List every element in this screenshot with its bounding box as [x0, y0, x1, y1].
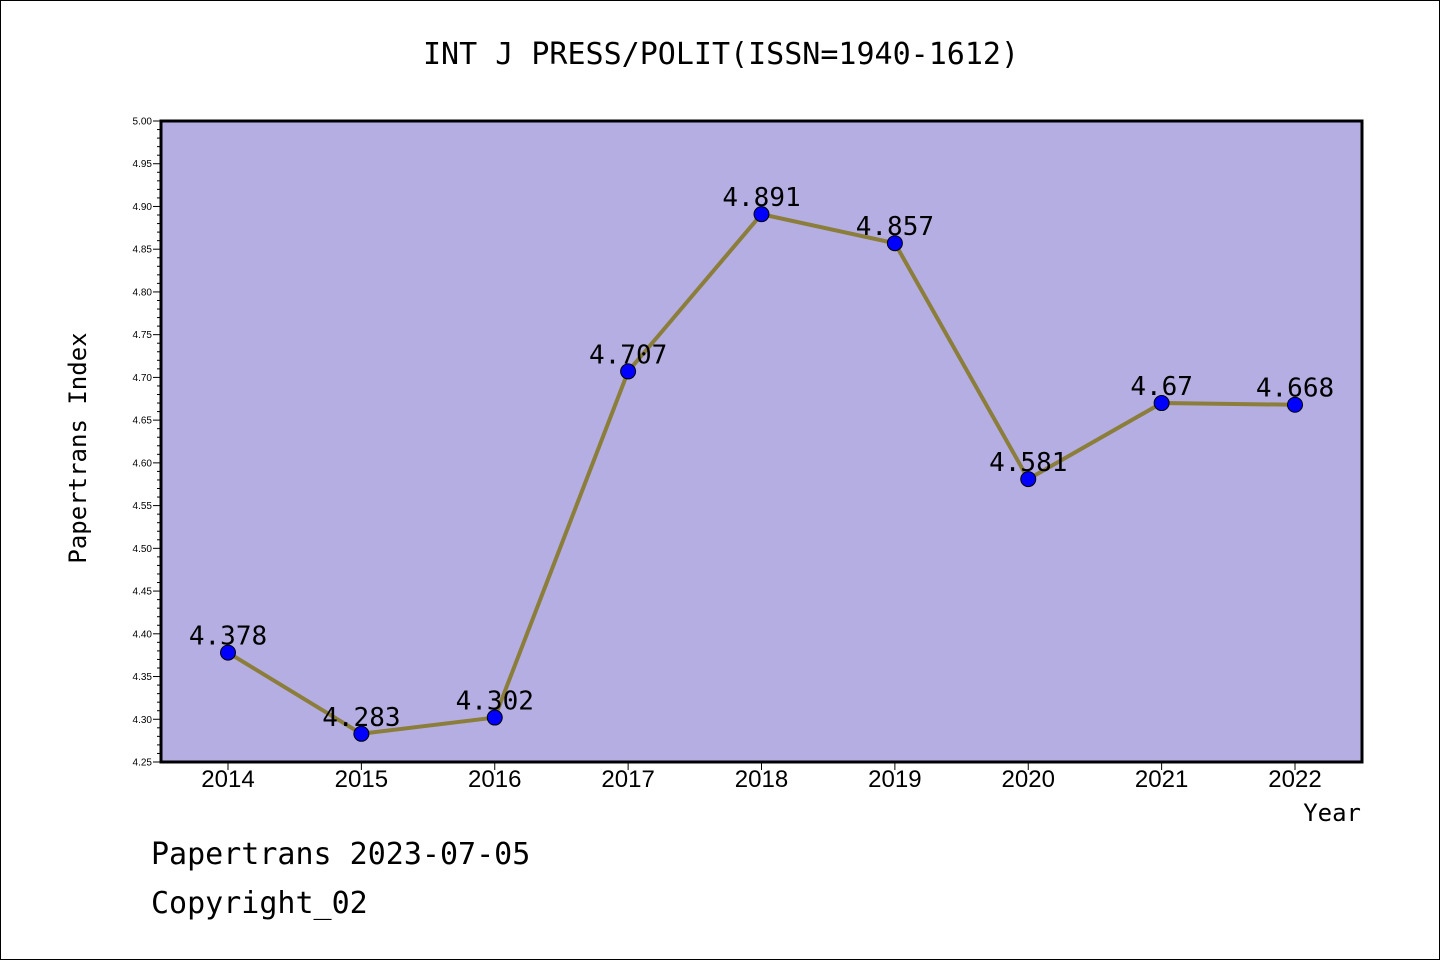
y-tick-label: 4.30 [133, 715, 153, 726]
x-tick-label: 2014 [201, 766, 254, 793]
x-tick-label: 2016 [468, 766, 521, 793]
y-axis: 4.25 4.30 4.35 4.40 4.45 4.50 4.55 4.60 4.65 4.70… [133, 117, 161, 769]
data-point [620, 363, 637, 380]
x-tick-label: 2018 [735, 766, 788, 793]
data-point [1153, 395, 1170, 412]
data-point [886, 235, 903, 252]
data-label: 4.707 [589, 340, 667, 370]
x-tick-label: 2019 [868, 766, 921, 793]
data-label: 4.891 [722, 183, 800, 213]
data-label: 4.302 [456, 687, 534, 717]
x-axis: 2014 2015 2016 2017 2018 2019 2020 2021 2022 [201, 762, 1322, 793]
y-tick-label: 4.90 [133, 202, 153, 213]
y-tick-label: 4.70 [133, 373, 153, 384]
y-tick-label: 4.35 [133, 672, 153, 683]
chart-title: INT J PRESS/POLIT(ISSN=1940-1612) [422, 37, 1020, 72]
y-tick-label: 4.45 [133, 587, 153, 598]
y-tick-label: 4.60 [133, 458, 153, 469]
y-tick-label: 4.40 [133, 629, 153, 640]
data-label: 4.378 [189, 622, 267, 652]
data-point [1020, 471, 1037, 488]
y-tick-label: 4.85 [133, 245, 153, 256]
footer-date: Papertrans 2023-07-05 [151, 837, 531, 872]
plot-area [161, 121, 1362, 762]
x-tick-label: 2020 [1002, 766, 1055, 793]
data-point [353, 725, 370, 742]
y-tick-label: 4.50 [133, 544, 153, 555]
data-label: 4.581 [989, 448, 1067, 478]
data-point [1287, 396, 1303, 413]
data-point [753, 206, 770, 223]
y-tick-label: 4.55 [133, 501, 153, 512]
data-label: 4.67 [1130, 372, 1193, 402]
x-tick-label: 2015 [335, 766, 388, 793]
y-tick-label: 4.25 [133, 758, 153, 769]
y-axis-label: Papertrans Index [64, 332, 92, 563]
y-tick-label: 5.00 [133, 117, 153, 128]
y-tick-label: 4.65 [133, 416, 153, 427]
y-tick-label: 4.95 [133, 159, 153, 170]
y-tick-label: 4.75 [133, 330, 153, 341]
plot-border [159, 119, 1364, 764]
data-label: 4.668 [1256, 374, 1334, 404]
data-label: 4.283 [322, 703, 400, 733]
x-tick-label: 2021 [1135, 766, 1188, 793]
x-tick-label: 2022 [1268, 766, 1321, 793]
x-axis-label: Year [1303, 799, 1361, 827]
footer-copyright: Copyright_02 [151, 886, 368, 921]
x-tick-label: 2017 [601, 766, 654, 793]
data-label: 4.857 [856, 212, 934, 242]
y-tick-label: 4.80 [133, 287, 153, 298]
data-point [220, 644, 236, 661]
series-layer: 4.378 4.283 4.302 4.707 4.891 4.857 4.581 4.67 4… [189, 183, 1334, 742]
data-point [486, 709, 503, 726]
